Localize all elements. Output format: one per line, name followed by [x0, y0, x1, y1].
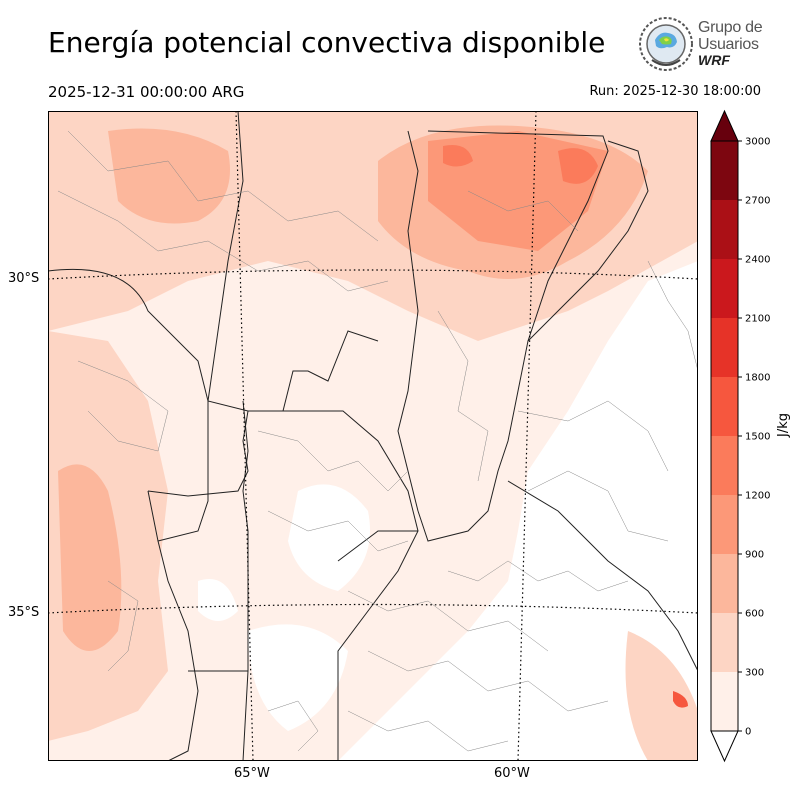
province-boundary [337, 530, 418, 562]
lon-label-60w: 60°W [494, 766, 530, 781]
map-title: Energía potencial convectiva disponible [48, 26, 606, 59]
logo-text-line3: WRF [698, 52, 730, 68]
wrf-logo: Grupo de Usuarios WRF [638, 16, 763, 72]
province-boundary [507, 480, 698, 672]
graticule [48, 111, 698, 761]
cape-1200-patch-a [558, 148, 598, 184]
colorbar-segment [711, 495, 738, 554]
colorbar-segment [711, 377, 738, 436]
province-boundary [417, 130, 609, 542]
low-cape-area-east [338, 261, 698, 761]
colorbar-tick-label: 2400 [745, 255, 770, 266]
colorbar: 0 300 600 900 1200 1500 1800 2100 2400 2700 3000 [710, 109, 770, 763]
colorbar-segment [711, 141, 738, 200]
colorbar-tick-label: 2100 [745, 314, 770, 325]
colorbar-unit-label: J/kg [776, 413, 791, 437]
meridian-60w [517, 111, 537, 761]
colorbar-segment [711, 672, 738, 731]
colorbar-over-arrow [710, 109, 739, 142]
colorbar-tick-label: 1500 [745, 432, 770, 443]
colorbar-tick-label: 2700 [745, 196, 770, 207]
province-boundaries [48, 111, 698, 761]
valid-time-label: 2025-12-31 00:00:00 ARG [48, 83, 245, 101]
cape-1200-patch-b [443, 145, 473, 167]
colorbar-tick-label: 1200 [745, 491, 770, 502]
cape-600-northwest [108, 128, 230, 224]
colorbar-tick-label: 300 [745, 668, 764, 679]
map-frame [48, 111, 698, 761]
globe-emblem-icon [639, 17, 693, 71]
cape-map [48, 111, 698, 761]
low-cape-area-west [198, 579, 238, 621]
cape-high-coast-spot [673, 691, 688, 708]
colorbar-under-arrow [710, 730, 739, 763]
colorbar-tick-label: 0 [745, 727, 751, 738]
colorbar-segment [711, 318, 738, 377]
province-boundary [157, 540, 199, 761]
logo-text-line2: Usuarios [698, 36, 759, 53]
logo-text-line1: Grupo de [698, 19, 763, 36]
lat-label-30s: 30°S [8, 271, 40, 286]
run-time-label: Run: 2025-12-30 18:00:00 [589, 84, 761, 99]
province-boundary [207, 111, 244, 402]
cape-shading-layer [48, 111, 698, 761]
colorbar-segment [711, 259, 738, 318]
colorbar-tick-label: 1800 [745, 373, 770, 384]
low-cape-area-south [248, 624, 348, 731]
province-boundary [48, 268, 249, 497]
parallel-35s [48, 603, 698, 614]
lat-label-35s: 35°S [8, 605, 40, 620]
colorbar-segment [711, 554, 738, 613]
colorbar-segment [711, 436, 738, 495]
province-boundary [397, 130, 419, 512]
lon-label-65w: 65°W [234, 766, 270, 781]
province-boundary [242, 400, 249, 761]
province-boundary [147, 401, 209, 542]
colorbar-tick-label: 3000 [745, 137, 770, 148]
meridian-65w [235, 111, 254, 761]
province-boundary [527, 140, 649, 342]
cape-600-west [58, 464, 122, 651]
colorbar-tick-label: 900 [745, 550, 764, 561]
colorbar-segment [711, 613, 738, 672]
colorbar-tick-label: 600 [745, 609, 764, 620]
low-cape-area-center [288, 484, 370, 591]
parallel-30s [48, 269, 698, 280]
colorbar-segment [711, 200, 738, 259]
department-boundaries [57, 130, 698, 752]
cape-300-southeast [625, 631, 698, 761]
